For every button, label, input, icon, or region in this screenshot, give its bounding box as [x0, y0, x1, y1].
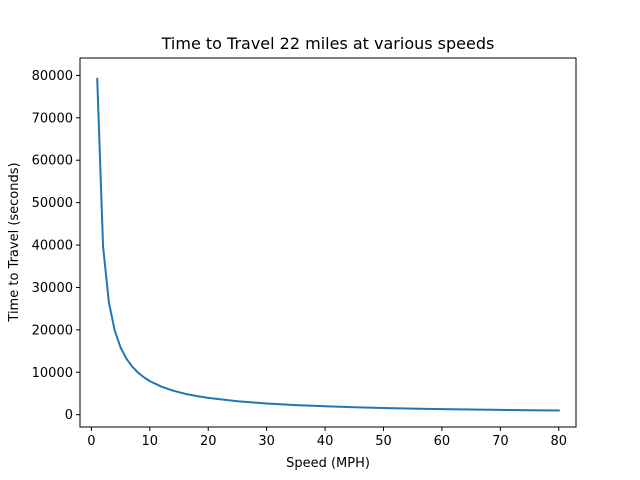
x-axis-label: Speed (MPH) [286, 456, 370, 471]
x-axis-ticks: 0 10 20 30 40 50 60 70 80 [87, 427, 567, 449]
x-tick-label: 70 [492, 434, 509, 449]
series-line-1 [96, 77, 560, 412]
y-tick-label: 30000 [32, 281, 73, 296]
x-tick-label: 20 [200, 434, 217, 449]
y-axis-label: Time to Travel (seconds) [7, 162, 22, 322]
x-tick-label: 40 [317, 434, 334, 449]
x-tick-label: 50 [375, 434, 392, 449]
chart-title: Time to Travel 22 miles at various speed… [161, 34, 495, 53]
x-tick-label: 60 [434, 434, 451, 449]
y-tick-label: 80000 [32, 69, 73, 84]
y-tick-label: 60000 [32, 154, 73, 169]
x-tick-label: 10 [142, 434, 159, 449]
y-axis-ticks: 0 10000 20000 30000 40000 50000 60000 70000 8000… [32, 69, 80, 423]
y-tick-label: 70000 [32, 111, 73, 126]
y-tick-label: 0 [65, 408, 73, 423]
y-tick-label: 10000 [32, 366, 73, 381]
x-tick-label: 0 [87, 434, 95, 449]
y-tick-label: 50000 [32, 196, 73, 211]
plot-series [96, 77, 560, 412]
x-tick-label: 30 [258, 434, 275, 449]
y-tick-label: 40000 [32, 239, 73, 254]
plot-frame [79, 57, 577, 428]
x-tick-label: 80 [550, 434, 567, 449]
y-tick-label: 20000 [32, 323, 73, 338]
